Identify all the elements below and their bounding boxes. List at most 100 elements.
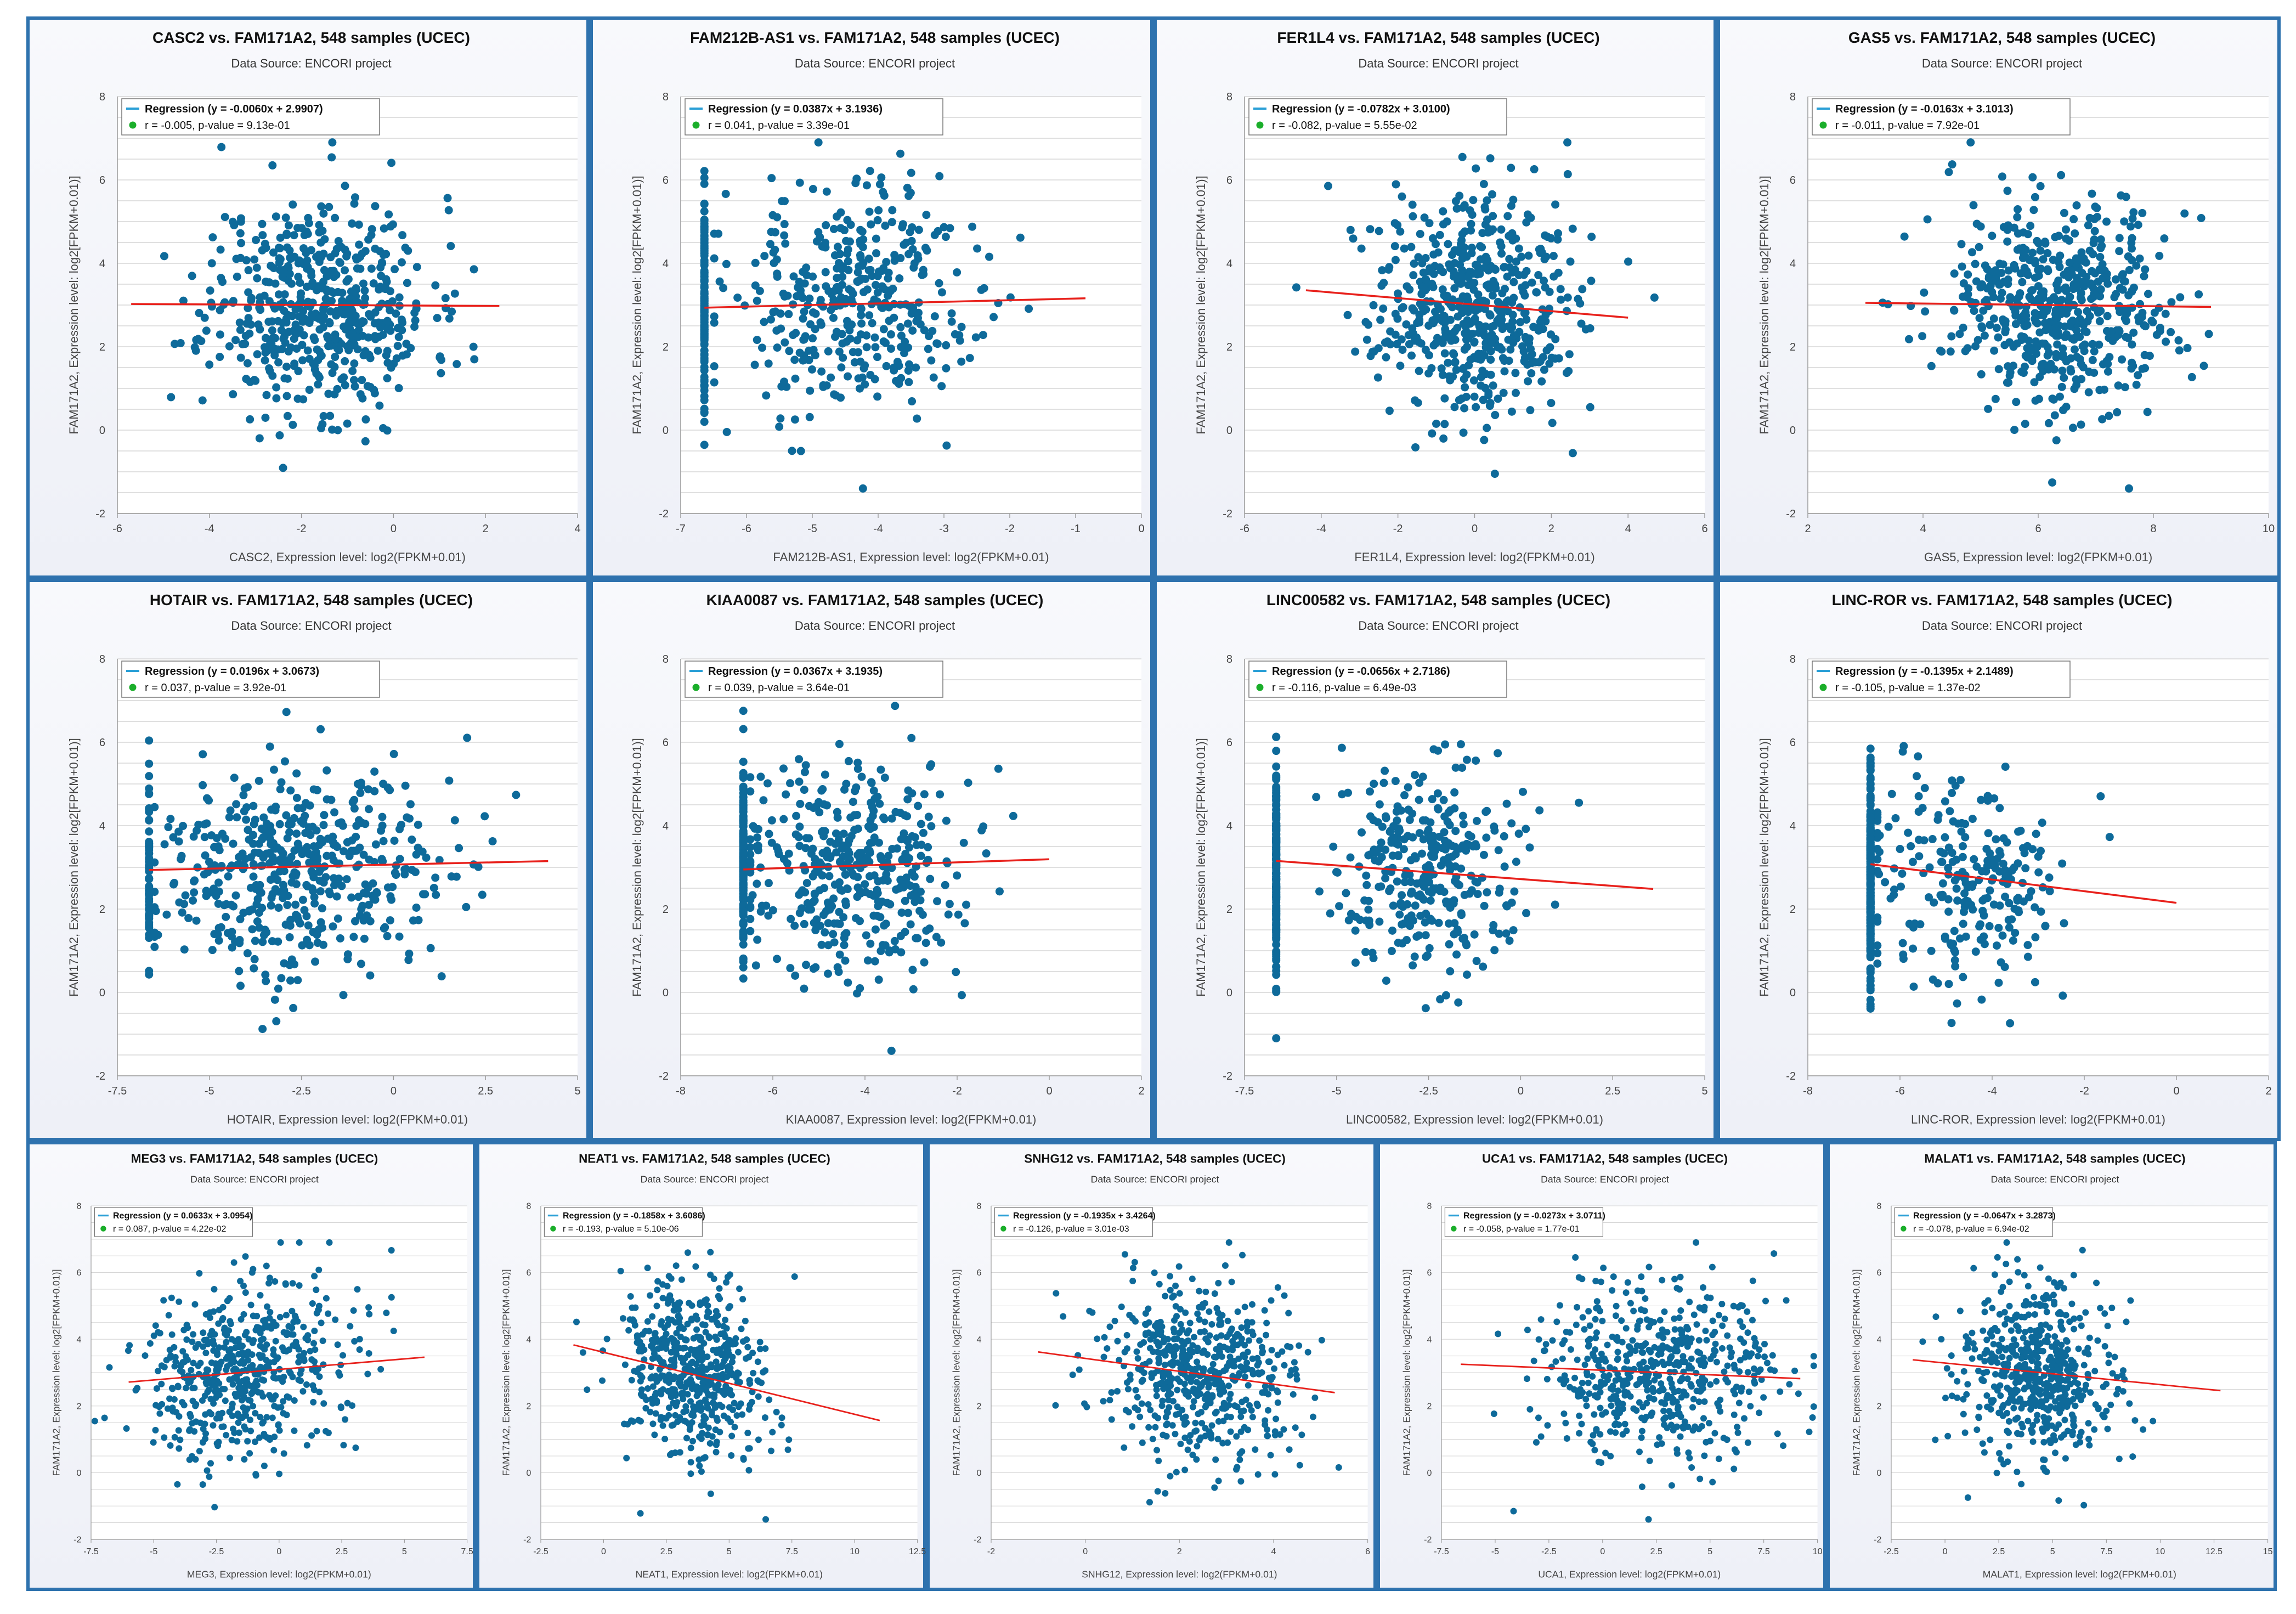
data-point bbox=[255, 434, 264, 443]
data-point bbox=[819, 382, 828, 391]
data-point bbox=[2052, 436, 2061, 445]
data-point bbox=[2037, 363, 2046, 372]
data-point bbox=[877, 173, 886, 182]
x-tick-label: -2 bbox=[952, 1085, 962, 1097]
data-point bbox=[282, 229, 291, 238]
data-point bbox=[299, 819, 308, 828]
data-point bbox=[700, 173, 709, 182]
data-point bbox=[1528, 278, 1536, 287]
data-point bbox=[1977, 995, 1986, 1004]
data-point bbox=[1440, 394, 1449, 403]
data-point bbox=[2099, 274, 2107, 283]
data-point bbox=[2060, 919, 2068, 928]
data-point bbox=[1866, 785, 1875, 794]
data-point bbox=[1938, 890, 1947, 899]
data-point bbox=[357, 960, 365, 968]
data-point bbox=[780, 377, 789, 386]
data-point bbox=[323, 795, 331, 804]
data-point bbox=[1908, 857, 1917, 866]
data-point bbox=[145, 827, 154, 836]
data-point bbox=[216, 353, 224, 362]
data-point bbox=[251, 1438, 258, 1446]
chart-subtitle: Data Source: ENCORI project bbox=[231, 619, 391, 633]
data-point bbox=[870, 957, 879, 966]
data-point bbox=[830, 286, 839, 295]
data-point bbox=[936, 790, 945, 799]
data-point bbox=[1957, 240, 1966, 249]
data-point bbox=[290, 868, 299, 877]
data-point bbox=[1988, 861, 1997, 870]
data-point bbox=[2067, 318, 2076, 326]
data-point bbox=[280, 290, 289, 299]
data-point bbox=[1568, 224, 1577, 233]
data-point bbox=[835, 347, 844, 356]
data-point bbox=[302, 227, 311, 236]
data-point bbox=[1483, 806, 1491, 815]
data-point bbox=[2003, 237, 2012, 246]
data-point bbox=[341, 381, 349, 390]
data-point bbox=[342, 875, 351, 884]
data-point bbox=[2129, 328, 2138, 337]
data-point bbox=[359, 850, 368, 859]
data-point bbox=[1472, 842, 1480, 851]
data-point bbox=[1950, 269, 1959, 278]
data-point bbox=[265, 834, 274, 843]
data-point bbox=[897, 908, 906, 917]
data-point bbox=[890, 251, 899, 259]
data-point bbox=[2127, 364, 2136, 373]
data-point bbox=[2180, 209, 2189, 218]
data-point bbox=[383, 325, 392, 334]
data-point bbox=[313, 345, 321, 354]
data-point bbox=[1866, 753, 1875, 762]
data-point bbox=[1379, 304, 1388, 313]
data-point bbox=[319, 209, 328, 218]
data-point bbox=[1541, 311, 1550, 319]
data-point bbox=[764, 359, 773, 368]
data-point bbox=[835, 250, 844, 258]
data-point bbox=[1562, 307, 1571, 315]
chart-title: MEG3 vs. FAM171A2, 548 samples (UCEC) bbox=[131, 1152, 378, 1166]
data-point bbox=[1423, 951, 1432, 960]
data-point bbox=[330, 390, 339, 399]
data-point bbox=[1494, 394, 1502, 403]
data-point bbox=[1461, 323, 1470, 331]
data-point bbox=[1421, 253, 1430, 262]
data-point bbox=[343, 955, 352, 963]
data-point bbox=[316, 887, 325, 896]
data-point bbox=[330, 808, 339, 817]
data-point bbox=[1549, 252, 1558, 261]
data-point bbox=[393, 342, 402, 351]
data-point bbox=[739, 861, 748, 870]
data-point bbox=[1960, 889, 1969, 898]
data-point bbox=[953, 871, 962, 880]
data-point bbox=[811, 963, 820, 972]
data-point bbox=[2128, 214, 2137, 223]
data-point bbox=[904, 191, 913, 200]
data-point bbox=[2077, 375, 2086, 383]
data-point bbox=[422, 853, 431, 862]
data-point bbox=[250, 955, 259, 963]
data-point bbox=[195, 309, 203, 318]
data-point bbox=[821, 239, 829, 247]
data-point bbox=[284, 221, 293, 230]
data-point bbox=[836, 224, 845, 233]
data-point bbox=[1481, 343, 1490, 352]
data-point bbox=[180, 900, 189, 908]
data-point bbox=[700, 357, 709, 366]
data-point bbox=[341, 357, 349, 365]
data-point bbox=[1502, 929, 1511, 938]
data-point bbox=[1362, 871, 1371, 880]
data-point bbox=[2118, 355, 2127, 364]
data-point bbox=[293, 394, 302, 403]
data-point bbox=[1994, 978, 2003, 987]
data-point bbox=[1434, 918, 1443, 927]
scatter-panel: FAM212B-AS1 vs. FAM171A2, 548 samples (U… bbox=[590, 16, 1153, 579]
data-point bbox=[881, 221, 890, 230]
data-point bbox=[168, 1331, 176, 1338]
data-point bbox=[862, 343, 871, 352]
data-point bbox=[1503, 307, 1512, 315]
data-point bbox=[832, 848, 841, 857]
data-point bbox=[298, 850, 307, 859]
data-point bbox=[231, 336, 240, 345]
x-tick-label: 0 bbox=[1472, 523, 1478, 535]
